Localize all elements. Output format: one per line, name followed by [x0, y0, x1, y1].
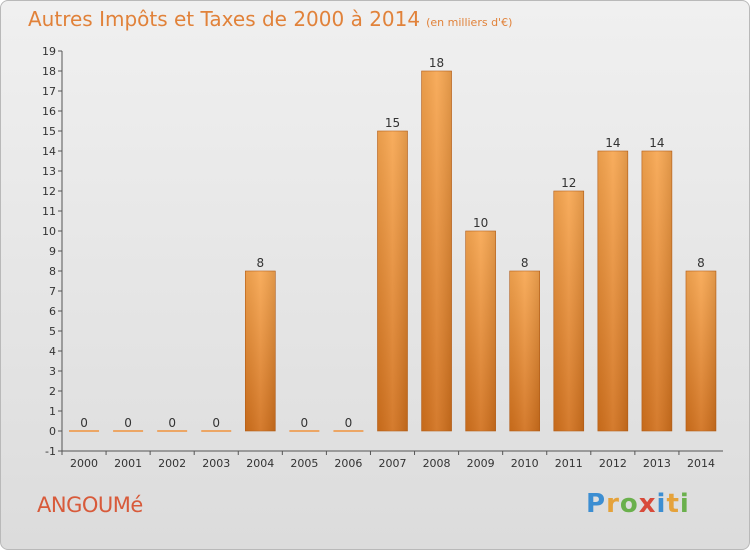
bar-shading [553, 191, 584, 431]
data-label: 0 [168, 416, 176, 430]
data-label: 18 [429, 56, 444, 70]
chart-title-text: Autres Impôts et Taxes de 2000 à 2014 [28, 7, 421, 31]
y-tick-label: 1 [49, 405, 56, 418]
y-tick-label: 17 [42, 85, 56, 98]
data-label: 0 [345, 416, 353, 430]
bar-shading [377, 131, 408, 431]
data-label: 8 [697, 256, 705, 270]
y-tick-label: 18 [42, 65, 56, 78]
bar-shading [641, 151, 672, 431]
y-tick-label: 12 [42, 185, 56, 198]
y-tick-label: 16 [42, 105, 56, 118]
y-tick-label: 13 [42, 165, 56, 178]
y-tick-label: 14 [42, 145, 56, 158]
value-labels: 0 0 0 0 8 0 0 15 18 10 8 12 14 14 8 [80, 56, 705, 430]
x-tick-label: 2002 [158, 457, 186, 470]
y-tick-label: -1 [45, 445, 56, 458]
logo-letter: t [666, 489, 680, 519]
chart-title: Autres Impôts et Taxes de 2000 à 2014 (en… [28, 7, 512, 31]
bar-shading [685, 271, 716, 431]
x-tick-label: 2014 [687, 457, 715, 470]
x-tick-label: 2001 [114, 457, 142, 470]
y-tick-label: 3 [49, 365, 56, 378]
y-tick-label: 11 [42, 205, 56, 218]
x-tick-label: 2003 [202, 457, 230, 470]
x-tick-label: 2011 [555, 457, 583, 470]
chart-subtitle: (en milliers d'€) [426, 16, 513, 29]
logo-letter: x [638, 489, 657, 519]
bar-shading [245, 271, 276, 431]
logo-letter: P [586, 489, 607, 519]
x-tick-label: 2007 [379, 457, 407, 470]
logo-letter: i [679, 489, 690, 519]
x-tick-label: 2012 [599, 457, 627, 470]
y-tick-label: 7 [49, 285, 56, 298]
x-tick-label: 2000 [70, 457, 98, 470]
y-tick-label: 15 [42, 125, 56, 138]
data-label: 10 [473, 216, 488, 230]
bar-shading [421, 71, 452, 431]
logo-letter: i [656, 489, 667, 519]
proxiti-logo: Proxiti [586, 489, 690, 519]
x-tick-label: 2005 [290, 457, 318, 470]
y-tick-label: 4 [49, 345, 56, 358]
x-axis: 2000 2001 2002 2003 2004 2005 2006 2007 2008 2009… [61, 450, 723, 470]
y-tick-label: 5 [49, 325, 56, 338]
data-label: 8 [521, 256, 529, 270]
x-tick-label: 2013 [643, 457, 671, 470]
y-tick-label: 19 [42, 45, 56, 58]
y-tick-label: 9 [49, 245, 56, 258]
x-tick-label: 2009 [467, 457, 495, 470]
y-tick-label: 10 [42, 225, 56, 238]
data-label: 15 [385, 116, 400, 130]
x-tick-label: 2008 [423, 457, 451, 470]
data-label: 0 [301, 416, 309, 430]
x-tick-label: 2004 [246, 457, 274, 470]
bar-shading [597, 151, 628, 431]
y-tick-label: 2 [49, 385, 56, 398]
x-tick-label: 2010 [511, 457, 539, 470]
data-label: 0 [212, 416, 220, 430]
x-tick-label: 2006 [334, 457, 362, 470]
data-label: 8 [256, 256, 264, 270]
y-tick-label: 6 [49, 305, 56, 318]
logo-letter: o [619, 489, 639, 519]
data-label: 14 [649, 136, 664, 150]
y-tick-label: 0 [49, 425, 56, 438]
bar-shading [509, 271, 540, 431]
bar-shading [465, 231, 496, 431]
data-label: 12 [561, 176, 576, 190]
logo-letter: r [606, 489, 620, 519]
bars [69, 70, 717, 432]
y-tick-label: 8 [49, 265, 56, 278]
data-label: 0 [124, 416, 132, 430]
data-label: 0 [80, 416, 88, 430]
place-name: ANGOUMé [37, 493, 143, 517]
data-label: 14 [605, 136, 620, 150]
